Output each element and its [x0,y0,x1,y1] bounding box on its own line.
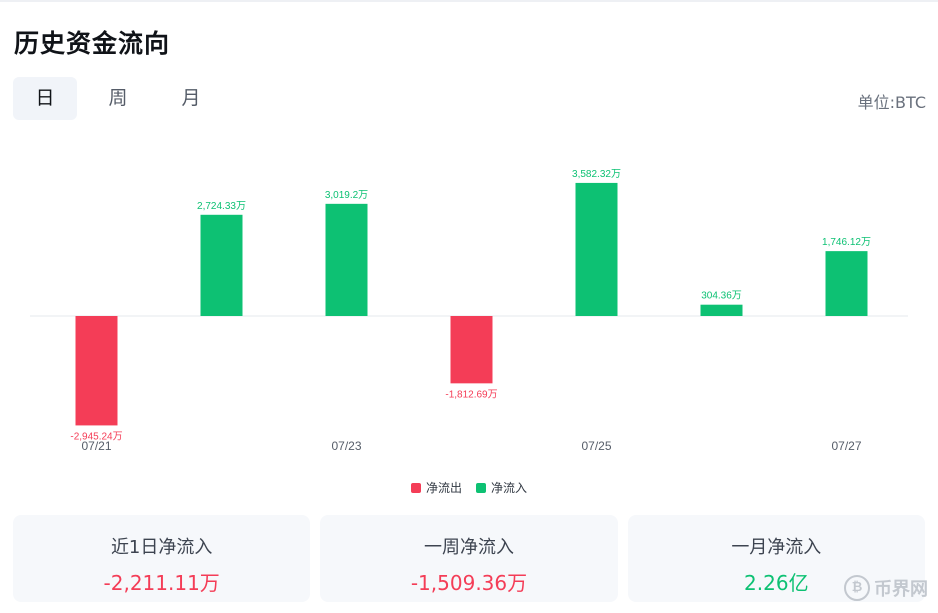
summary-value-day: -2,211.11万 [103,571,220,595]
bar-07-25 [575,182,618,316]
summary-card-day: 近1日净流入 -2,211.11万 [13,515,311,602]
tab-week[interactable]: 周 [108,87,128,109]
summary-label-month: 一月净流入 [731,537,822,558]
chart-legend: 净流出 净流入 [0,479,938,496]
summary-card-month: 一月净流入 2.26亿 [627,515,925,602]
x-tick-07-21: 07/21 [81,439,111,453]
summary-card-week: 一周净流入 -1,509.36万 [320,515,618,602]
data-label-07-24: -1,812.69万 [445,389,497,400]
legend-item-inflow[interactable]: 净流入 [476,479,527,496]
page-title: 历史资金流向 [14,29,171,58]
tab-day[interactable]: 日 [13,77,77,120]
data-label-07-21: -2,945.24万 [70,431,122,442]
legend-item-outflow[interactable]: 净流出 [410,479,462,496]
summary-cards: 近1日净流入 -2,211.11万 一周净流入 -1,509.36万 一月净流入… [13,515,925,602]
bar-07-24 [450,316,493,384]
x-tick-07-27: 07/27 [831,439,861,453]
bar-07-21 [75,316,118,426]
bitcoin-icon: ₿ [844,575,870,601]
data-label-07-22: 2,724.33万 [197,201,246,212]
bar-07-27 [825,251,868,316]
watermark-logo: ₿ 币界网 [844,575,928,601]
summary-value-month: 2.26亿 [744,571,809,595]
period-tabs: 日 周 月 [13,77,232,120]
watermark-text: 币界网 [874,579,928,600]
data-label-07-23: 3,019.2万 [325,190,368,201]
x-tick-07-23: 07/23 [331,439,361,453]
summary-label-day: 近1日净流入 [110,537,213,558]
legend-swatch-inflow [476,482,486,493]
x-tick-07-25: 07/25 [581,439,611,453]
top-divider [0,0,938,2]
summary-value-week: -1,509.36万 [410,571,528,595]
tab-month[interactable]: 月 [181,87,201,109]
legend-swatch-outflow [410,482,421,493]
summary-label-week: 一周净流入 [423,537,514,558]
legend-label-inflow: 净流入 [491,481,528,495]
bar-07-26 [700,304,743,316]
data-label-07-25: 3,582.32万 [572,169,621,180]
bar-07-23 [325,203,368,316]
fund-flow-chart: -2,945.24万 2,724.33万 3,019.2万 -1,812.69万 3,5… [30,169,908,453]
bar-07-22 [200,214,243,316]
legend-label-outflow: 净流出 [425,481,462,495]
data-label-07-27: 1,746.12万 [822,237,871,248]
unit-label: 单位:BTC [857,93,926,112]
data-label-07-26: 304.36万 [701,291,742,302]
